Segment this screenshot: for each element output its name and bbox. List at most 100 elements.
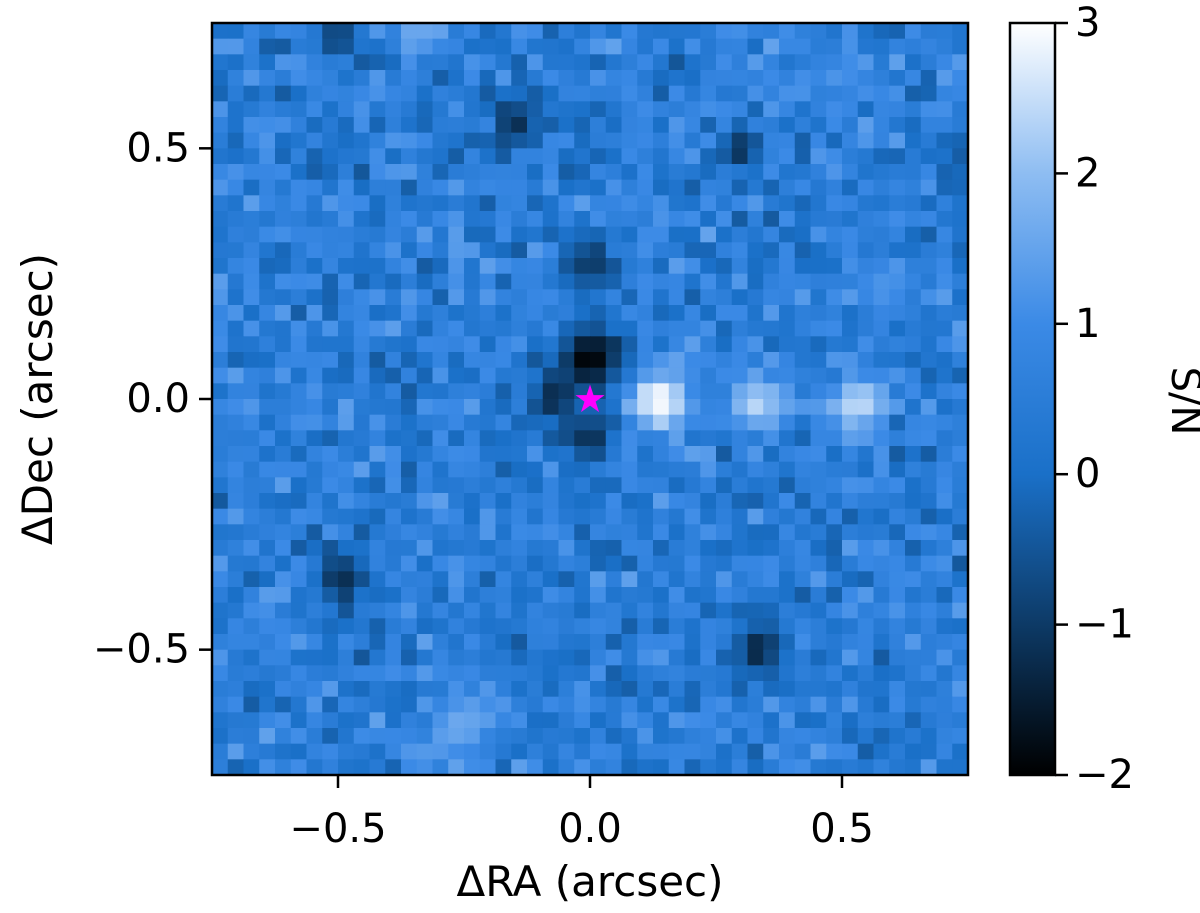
heatmap-cell bbox=[542, 101, 560, 118]
heatmap-cell bbox=[779, 555, 796, 572]
heatmap-cell bbox=[621, 336, 638, 353]
heatmap-cell bbox=[558, 634, 575, 651]
heatmap-cell bbox=[527, 38, 544, 55]
heatmap-cell bbox=[322, 164, 339, 181]
heatmap-cell bbox=[936, 38, 953, 55]
heatmap-cell bbox=[385, 461, 402, 478]
heatmap-cell bbox=[621, 602, 638, 619]
heatmap-cell bbox=[243, 258, 260, 275]
heatmap-cell bbox=[275, 446, 292, 463]
heatmap-cell bbox=[826, 211, 843, 228]
heatmap-cell bbox=[779, 759, 796, 776]
heatmap-cell bbox=[621, 258, 638, 275]
heatmap-cell bbox=[794, 148, 812, 165]
heatmap-cell bbox=[464, 38, 481, 55]
heatmap-cell bbox=[306, 132, 323, 149]
heatmap-cell bbox=[668, 305, 686, 322]
heatmap-cell bbox=[826, 602, 843, 619]
heatmap-cell bbox=[385, 618, 402, 635]
heatmap-cell bbox=[527, 352, 544, 369]
heatmap-cell bbox=[716, 571, 733, 588]
heatmap-cell bbox=[920, 242, 938, 259]
colorbar-tick-label: −1 bbox=[1075, 602, 1134, 648]
heatmap-cell bbox=[857, 101, 875, 118]
heatmap-cell bbox=[637, 696, 654, 713]
heatmap-cell bbox=[857, 493, 875, 510]
heatmap-cell bbox=[590, 696, 607, 713]
heatmap-cell bbox=[905, 148, 922, 165]
heatmap-cell bbox=[353, 273, 371, 290]
heatmap-cell bbox=[605, 336, 623, 353]
heatmap-cell bbox=[889, 477, 906, 494]
heatmap-cell bbox=[920, 38, 938, 55]
heatmap-cell bbox=[243, 665, 260, 682]
heatmap-cell bbox=[936, 728, 953, 745]
heatmap-cell bbox=[542, 399, 560, 416]
heatmap-cell bbox=[810, 399, 827, 416]
heatmap-cell bbox=[369, 649, 386, 666]
heatmap-cell bbox=[259, 477, 276, 494]
heatmap-cell bbox=[495, 179, 512, 196]
heatmap-cell bbox=[495, 383, 512, 400]
heatmap-cell bbox=[259, 101, 276, 118]
heatmap-cell bbox=[290, 728, 308, 745]
heatmap-cell bbox=[527, 696, 544, 713]
heatmap-cell bbox=[527, 399, 544, 416]
heatmap-cell bbox=[558, 352, 575, 369]
heatmap-cell bbox=[857, 117, 875, 134]
heatmap-cell bbox=[731, 461, 749, 478]
heatmap-cell bbox=[369, 430, 386, 447]
heatmap-cell bbox=[448, 148, 465, 165]
heatmap-cell bbox=[527, 524, 544, 541]
heatmap-cell bbox=[511, 493, 528, 510]
heatmap-cell bbox=[747, 38, 764, 55]
heatmap-cell bbox=[605, 587, 623, 604]
heatmap-cell bbox=[290, 101, 308, 118]
heatmap-cell bbox=[920, 383, 938, 400]
heatmap-cell bbox=[511, 320, 528, 337]
heatmap-cell bbox=[479, 461, 497, 478]
heatmap-cell bbox=[322, 258, 339, 275]
heatmap-cell bbox=[810, 38, 827, 55]
heatmap-cell bbox=[306, 477, 323, 494]
heatmap-cell bbox=[794, 634, 812, 651]
heatmap-cell bbox=[763, 508, 780, 525]
heatmap-cell bbox=[826, 743, 843, 760]
heatmap-cell bbox=[889, 649, 906, 666]
heatmap-cell bbox=[842, 383, 859, 400]
heatmap-cell bbox=[448, 101, 465, 118]
heatmap-cell bbox=[369, 273, 386, 290]
heatmap-cell bbox=[306, 571, 323, 588]
heatmap-cell bbox=[401, 728, 418, 745]
heatmap-cell bbox=[605, 273, 623, 290]
heatmap-cell bbox=[416, 336, 434, 353]
heatmap-cell bbox=[290, 258, 308, 275]
heatmap-cell bbox=[842, 54, 859, 71]
heatmap-cell bbox=[432, 336, 449, 353]
heatmap-cell bbox=[873, 132, 890, 149]
heatmap-cell bbox=[369, 618, 386, 635]
heatmap-cell bbox=[369, 305, 386, 322]
heatmap-cell bbox=[779, 399, 796, 416]
heatmap-cell bbox=[448, 743, 465, 760]
heatmap-cell bbox=[306, 305, 323, 322]
heatmap-cell bbox=[684, 367, 701, 384]
heatmap-cell bbox=[889, 23, 906, 40]
heatmap-cell bbox=[227, 430, 245, 447]
heatmap-cell bbox=[338, 38, 355, 55]
heatmap-cell bbox=[338, 696, 355, 713]
heatmap-cell bbox=[212, 320, 229, 337]
heatmap-cell bbox=[747, 414, 764, 431]
heatmap-cell bbox=[385, 571, 402, 588]
heatmap-cell bbox=[952, 70, 969, 87]
heatmap-cell bbox=[369, 320, 386, 337]
heatmap-cell bbox=[243, 681, 260, 698]
heatmap-cell bbox=[558, 85, 575, 102]
heatmap-cell bbox=[590, 649, 607, 666]
heatmap-cell bbox=[889, 226, 906, 243]
heatmap-cell bbox=[448, 712, 465, 729]
heatmap-cell bbox=[322, 587, 339, 604]
heatmap-cell bbox=[716, 414, 733, 431]
heatmap-cell bbox=[936, 618, 953, 635]
heatmap-cell bbox=[952, 258, 969, 275]
